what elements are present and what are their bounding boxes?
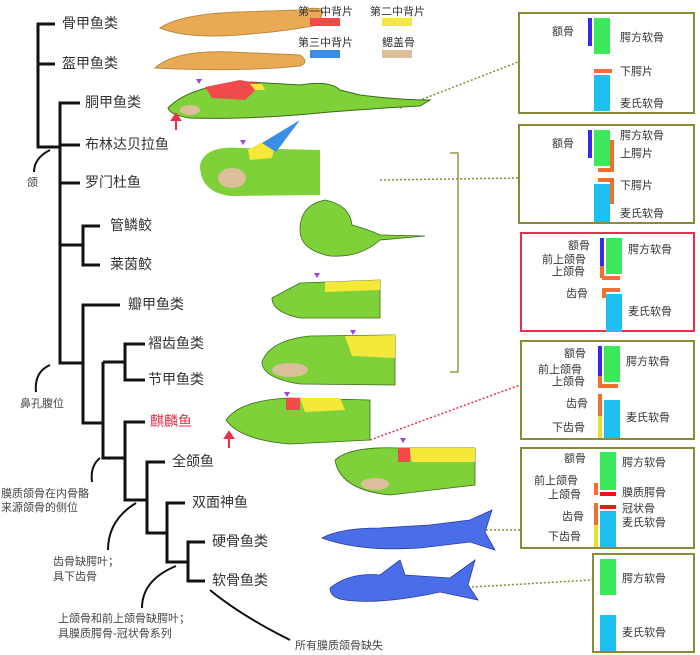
bone-label: 上颌骨	[552, 265, 585, 278]
node-label-maxilla: 具膜质腭骨-冠状骨系列	[58, 627, 172, 640]
bone-label: 腭方软骨	[622, 456, 666, 469]
node-label-maxilla: 上颌骨和前上颌骨缺腭叶；	[58, 612, 190, 625]
fish-illustrations	[153, 7, 496, 602]
taxon-label: 盔甲鱼类	[62, 56, 118, 72]
bone-label: 麦氏软骨	[620, 97, 664, 110]
taxon-label: 骨甲鱼类	[62, 16, 118, 32]
jaw-box-entelognathus: 额骨 前上颌骨 上颌骨 齿骨 下齿骨 腭方软骨 麦氏软骨	[520, 340, 695, 440]
legend-swatch-tan	[382, 50, 412, 58]
node-label-dentary: 具下齿骨	[53, 570, 97, 583]
bone-label: 齿骨	[566, 397, 588, 410]
bone-label: 腭方软骨	[620, 129, 664, 142]
legend-label: 鳃盖骨	[382, 36, 415, 49]
bone-label: 麦氏软骨	[620, 207, 664, 220]
bone-label: 前上颌骨	[542, 253, 586, 266]
taxon-label: 胴甲鱼类	[85, 95, 141, 111]
bone-label: 额骨	[568, 239, 590, 252]
osteostracan-fish	[158, 7, 341, 37]
bone-label: 上颌骨	[548, 488, 581, 501]
legend-label: 第二中背片	[370, 5, 425, 18]
bone-label: 腭方软骨	[622, 572, 666, 585]
taxon-label: 软骨鱼类	[212, 573, 268, 589]
markers	[196, 79, 406, 443]
jaw-box-cartilaginous-fish: 腭方软骨 麦氏软骨	[592, 553, 695, 653]
node-label-dermal: 来源颌骨的侧位	[1, 501, 78, 514]
bone-label: 齿骨	[566, 287, 588, 300]
legend-swatch-yellow	[382, 18, 412, 26]
galeaspid-fish	[153, 51, 306, 71]
bone-label: 麦氏软骨	[628, 305, 672, 318]
bone-label: 上腭片	[620, 147, 653, 160]
jaw-box-bony-fish: 额骨 前上颌骨 上颌骨 齿骨 下齿骨 腭方软骨 膜质腭骨 冠状骨 麦氏软骨	[520, 447, 695, 549]
bone-label: 下齿骨	[552, 421, 585, 434]
taxon-label: 罗门杜鱼	[85, 175, 141, 191]
bone-label: 下齿骨	[548, 530, 581, 543]
bony-fish	[321, 509, 496, 551]
bone-label: 腭方软骨	[628, 243, 672, 256]
taxon-label: 双面神鱼	[192, 495, 248, 511]
jaw-box-qilinyu: 额骨 前上颌骨 上颌骨 齿骨 腭方软骨 麦氏软骨	[520, 232, 695, 332]
cartilaginous-fish	[329, 559, 479, 602]
bone-label: 额骨	[564, 347, 586, 360]
bone-label: 齿骨	[562, 510, 584, 523]
taxon-label: 管鳞鲛	[110, 218, 152, 234]
taxon-label-highlighted: 麒麟鱼	[150, 414, 192, 430]
taxon-label: 全颌鱼	[172, 454, 214, 470]
taxon-label: 瓣甲鱼类	[128, 297, 184, 313]
node-label-dermal: 膜质颌骨在内骨骼	[1, 487, 89, 500]
node-label-lost: 所有膜质颌骨缺失	[295, 639, 383, 652]
bone-label: 麦氏软骨	[622, 516, 666, 529]
jaw-box-antiarch: 额骨 腭方软骨 下腭片 麦氏软骨	[518, 12, 695, 114]
bone-label: 前上颌骨	[538, 363, 582, 376]
taxon-label: 莱茵鲛	[110, 257, 152, 273]
red-arrows	[170, 112, 235, 448]
taxon-label: 节甲鱼类	[148, 372, 204, 388]
node-callouts	[33, 149, 291, 641]
bone-label: 麦氏软骨	[622, 626, 666, 639]
bone-label: 麦氏软骨	[626, 411, 670, 424]
node-label-jaw: 颌	[27, 176, 38, 189]
legend-label: 第三中背片	[298, 36, 353, 49]
bone-label: 前上颌骨	[534, 474, 578, 487]
node-label-nostril: 鼻孔腹位	[20, 397, 64, 410]
legend-label: 第一中背片	[298, 5, 353, 18]
legend-swatch-blue	[310, 50, 340, 58]
node-label-dentary: 齿骨缺腭叶；	[53, 555, 119, 568]
bone-label: 腭方软骨	[620, 31, 664, 44]
bone-label: 额骨	[564, 452, 586, 465]
tree-branches	[36, 22, 205, 583]
taxon-label: 褶齿鱼类	[148, 336, 204, 352]
bone-label: 膜质腭骨	[622, 486, 666, 499]
bone-label: 额骨	[552, 25, 574, 38]
rhenanid-fish	[299, 199, 426, 257]
bone-label: 下腭片	[620, 65, 653, 78]
bone-label: 下腭片	[620, 179, 653, 192]
bone-label: 冠状骨	[622, 502, 655, 515]
highlight-connector	[369, 384, 521, 441]
legend-swatch-red	[310, 18, 340, 26]
bone-label: 上颌骨	[552, 375, 585, 388]
bone-label: 腭方软骨	[626, 355, 670, 368]
taxon-label: 布林达贝拉鱼	[85, 137, 169, 153]
jaw-box-placoderm: 额骨 腭方软骨 上腭片 下腭片 麦氏软骨	[518, 124, 695, 224]
bone-label: 额骨	[552, 137, 574, 150]
taxon-label: 硬骨鱼类	[212, 534, 268, 550]
